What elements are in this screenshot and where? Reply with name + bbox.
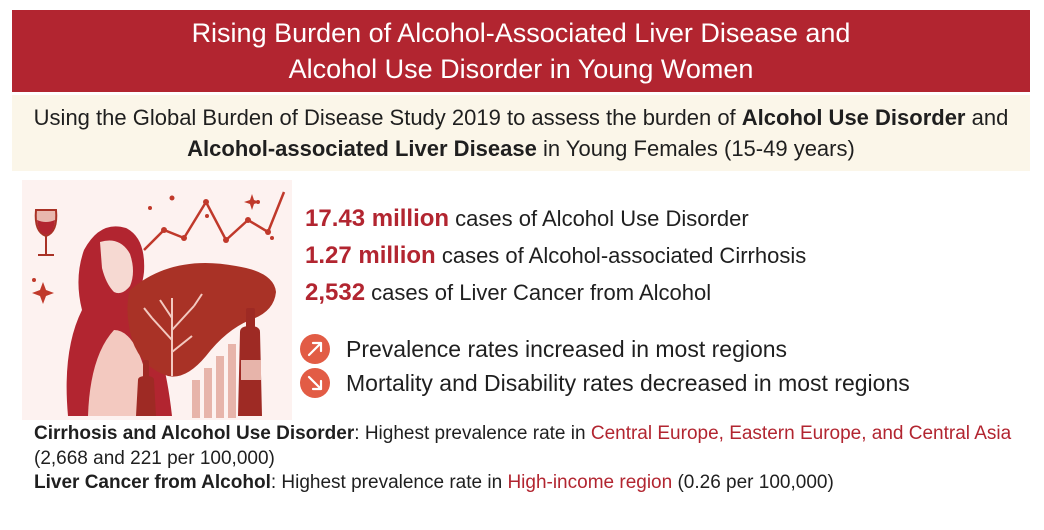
trend-text: Mortality and Disability rates decreased… — [346, 369, 910, 396]
subtitle-text-3: in Young Females (15-49 years) — [536, 136, 855, 161]
subtitle: Using the Global Burden of Disease Study… — [12, 95, 1030, 171]
footnote-label: Liver Cancer from Alcohol — [34, 472, 271, 493]
subtitle-bold-aud: Alcohol Use Disorder — [741, 105, 966, 130]
footnote-region: High-income region — [507, 472, 673, 493]
trend-list: Prevalence rates increased in most regio… — [300, 332, 910, 400]
stat-aud: 17.43 million cases of Alcohol Use Disor… — [305, 200, 806, 237]
trend-prevalence: Prevalence rates increased in most regio… — [300, 332, 910, 366]
footnote-label: Cirrhosis and Alcohol Use Disorder — [34, 423, 355, 444]
stat-cirrhosis: 1.27 million cases of Alcohol-associated… — [305, 237, 806, 274]
subtitle-text-1: Using the Global Burden of Disease Study… — [33, 105, 742, 130]
title-banner: Rising Burden of Alcohol-Associated Live… — [12, 10, 1030, 92]
wine-bottle-icon — [238, 308, 262, 416]
stat-number: 17.43 million — [305, 205, 450, 232]
footnote-cancer: Liver Cancer from Alcohol: Highest preva… — [34, 471, 1014, 496]
footnote-text: : Highest prevalence rate in — [270, 472, 508, 493]
title-line-1: Rising Burden of Alcohol-Associated Live… — [191, 18, 851, 48]
trend-line-icon — [143, 191, 286, 251]
tree-icon — [143, 293, 203, 376]
stat-number: 2,532 — [305, 279, 366, 306]
footnote-value: (2,668 and 221 per 100,000) — [34, 447, 275, 469]
trend-text: Prevalence rates increased in most regio… — [346, 335, 788, 362]
footnote-text: : Highest prevalence rate in — [354, 423, 591, 444]
title-line-2: Alcohol Use Disorder in Young Women — [288, 54, 754, 84]
footnote-region: Central Europe, Eastern Europe, and Cent… — [590, 423, 1012, 444]
stat-label: cases of Alcohol Use Disorder — [449, 206, 749, 231]
subtitle-bold-ald: Alcohol-associated Liver Disease — [187, 136, 537, 161]
stat-number: 1.27 million — [305, 242, 436, 269]
footnote-cirrhosis: Cirrhosis and Alcohol Use Disorder: High… — [34, 422, 1014, 471]
woman-liver-illustration — [22, 180, 292, 420]
stat-label: cases of Liver Cancer from Alcohol — [365, 280, 712, 305]
arrow-down-right-icon — [300, 368, 330, 398]
liver-icon — [127, 263, 276, 377]
footnotes: Cirrhosis and Alcohol Use Disorder: High… — [34, 422, 1014, 496]
wine-glass-icon — [34, 209, 58, 256]
bar-graphic — [192, 344, 236, 418]
stat-liver-cancer: 2,532 cases of Liver Cancer from Alcohol — [305, 274, 806, 311]
subtitle-text-2: and — [965, 105, 1009, 130]
trend-mortality: Mortality and Disability rates decreased… — [300, 366, 910, 400]
small-bottle-icon — [136, 360, 156, 416]
sparkle-icons — [32, 194, 274, 304]
footnote-value: (0.26 per 100,000) — [672, 472, 834, 493]
stats-list: 17.43 million cases of Alcohol Use Disor… — [305, 200, 806, 311]
arrow-up-right-icon — [300, 334, 330, 364]
stat-label: cases of Alcohol-associated Cirrhosis — [435, 243, 807, 268]
